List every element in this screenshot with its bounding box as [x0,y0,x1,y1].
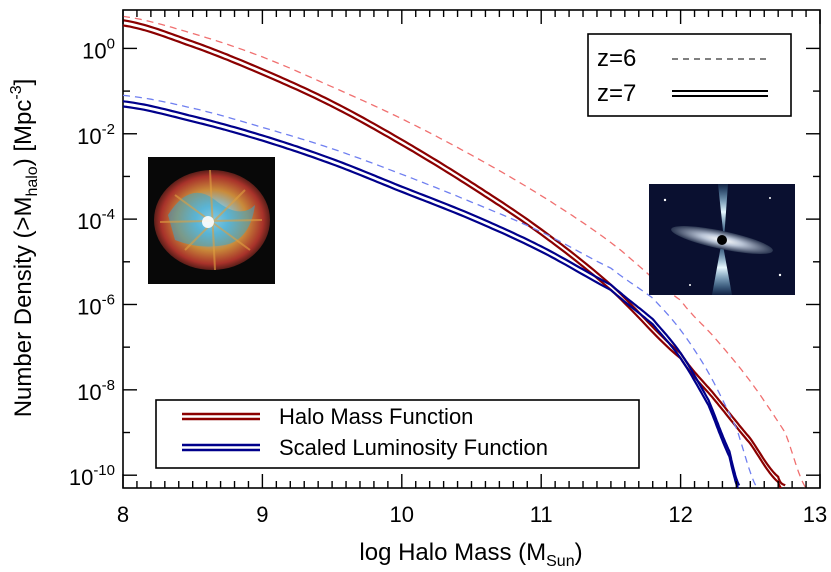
x-tick-label: 8 [117,502,129,527]
x-tick-label: 9 [256,502,268,527]
legend-slf-label: Scaled Luminosity Function [279,435,548,460]
ticks [122,10,821,488]
black-hole-jet-image [649,184,795,295]
x-tick-labels: 8 9 10 11 12 13 [117,502,827,527]
legend-z7-label: z=7 [597,80,636,107]
x-tick-label: 11 [530,502,553,527]
curve-scaled-luminosity-function-z7-line-a [123,100,741,486]
y-tick-label: 10-2 [77,121,115,149]
x-axis-title: log Halo Mass (MSun) [359,539,582,570]
legend-hmf-label: Halo Mass Function [279,404,473,429]
curves [123,15,807,488]
x-tick-label: 12 [668,502,692,527]
curve-halo-mass-function-z7-line-b [123,24,783,488]
curve-scaled-luminosity-function-z6 [123,94,758,488]
y-tick-label: 100 [82,35,115,63]
crab-nebula-image [148,157,275,284]
x-tick-label: 13 [803,502,827,527]
series-legend: Halo Mass Function Scaled Luminosity Fun… [155,399,640,469]
legend-z6-label: z=6 [597,45,636,72]
y-axis-title: Number Density (>Mhalo) [Mpc-3] [8,79,41,418]
y-tick-label: 10-10 [69,462,115,490]
x-tick-label: 10 [390,502,414,527]
y-tick-labels: 100 10-2 10-4 10-6 10-8 10-10 [69,35,115,490]
y-tick-label: 10-4 [77,206,115,234]
y-tick-label: 10-8 [77,377,115,405]
curve-halo-mass-function-z7-line-a [123,19,786,487]
curve-scaled-luminosity-function-z7-line-b [123,105,740,488]
redshift-legend: z=6 z=7 [587,33,792,117]
curve-halo-mass-function-z6 [123,15,807,488]
y-tick-label: 10-6 [77,291,115,319]
